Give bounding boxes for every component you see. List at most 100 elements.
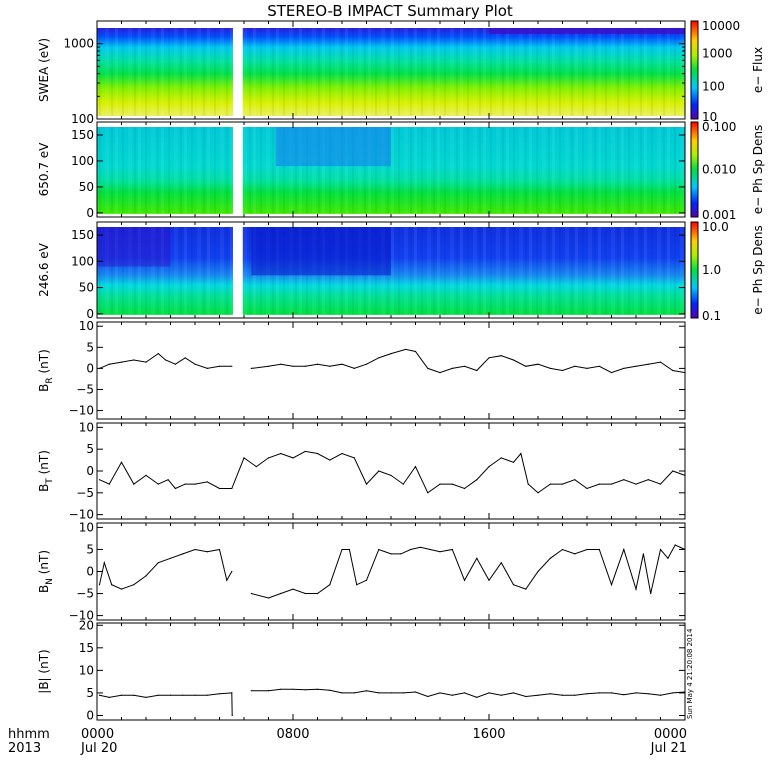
y-axis-label: |B| (nT) — [37, 649, 51, 693]
data-point — [145, 575, 147, 577]
data-point — [451, 367, 453, 369]
timestamp: Sun May 4 21:20:08 2014 — [686, 628, 694, 719]
data-point — [623, 479, 625, 481]
data-point — [231, 692, 233, 694]
y-tick-label: 10 — [79, 663, 94, 677]
y-axis-label: BR (nT) — [37, 349, 55, 392]
x-tick-date-label: Jul 21 — [650, 741, 687, 756]
data-point — [157, 483, 159, 485]
series-line — [99, 544, 686, 599]
y-axis-label: BT (nT) — [37, 450, 55, 492]
data-point — [476, 479, 478, 481]
data-point — [414, 350, 417, 353]
data-point — [623, 694, 625, 696]
data-point — [316, 592, 319, 595]
data-point — [267, 690, 270, 692]
data-point — [419, 546, 421, 548]
data-point — [427, 492, 429, 494]
y-axis-label: BN (nT) — [37, 550, 55, 593]
data-point — [635, 692, 637, 694]
data-point — [365, 579, 368, 581]
data-point — [111, 584, 113, 586]
data-point — [304, 689, 306, 691]
colorbar-2: 0.100 0.010 0.001 e− Ph Sp Dens — [690, 120, 765, 222]
data-point — [98, 479, 101, 481]
data-point — [378, 692, 380, 694]
data-point — [218, 693, 221, 695]
data-point — [218, 487, 221, 490]
data-point — [439, 483, 441, 485]
data-point — [635, 483, 637, 485]
x-tick-date-label: Jul 20 — [80, 741, 117, 756]
data-point — [98, 584, 101, 586]
panel-2: 0.100 0.010 0.001 e− Ph Sp Dens 0 50 100 150 650… — [37, 120, 765, 222]
data-point — [439, 692, 441, 694]
data-point — [598, 692, 600, 694]
data-point — [353, 457, 355, 459]
data-point — [329, 365, 331, 367]
data-point — [610, 372, 613, 374]
data-point — [194, 694, 196, 696]
panel-3: 10.0 1.0 0.1 e− Ph Sp Dens 0 50 100 150 246.6 eV — [37, 220, 765, 323]
y-axis-label-subscript: R — [45, 377, 55, 383]
y-tick-label: 10 — [79, 520, 94, 534]
data-point — [378, 357, 380, 359]
y-axis-label-subscript: T — [45, 478, 55, 485]
data-point — [120, 588, 123, 590]
data-point — [390, 553, 392, 555]
data-point — [598, 365, 600, 367]
colorbar-scale — [690, 20, 699, 120]
data-point — [378, 548, 380, 551]
data-point — [512, 584, 515, 586]
data-point — [586, 487, 588, 490]
x-axis-label-year: 2013 — [8, 741, 41, 756]
data-point — [231, 570, 233, 573]
data-point — [427, 695, 429, 698]
data-point — [561, 483, 564, 485]
data-point — [341, 363, 343, 365]
data-point — [356, 584, 358, 586]
panel-frame — [96, 321, 686, 420]
data-point — [316, 452, 319, 455]
data-point — [659, 694, 662, 696]
data-point — [267, 365, 270, 367]
y-axis-label-subscript: N — [45, 578, 55, 585]
data-point — [647, 363, 649, 365]
panel-4: −10 −5 0 5 10 BR (nT) — [37, 319, 686, 420]
y-tick-label: 0 — [86, 565, 94, 579]
data-point — [292, 588, 294, 590]
data-point — [439, 372, 441, 374]
data-point — [586, 367, 588, 369]
data-point — [659, 361, 662, 363]
data-point — [500, 457, 502, 459]
data-point — [194, 483, 196, 485]
data-point — [280, 592, 282, 595]
data-point — [184, 483, 186, 485]
colorbar-tick-label: 100 — [702, 79, 725, 93]
data-gap — [232, 222, 243, 318]
data-point — [206, 481, 208, 483]
data-point — [672, 692, 674, 694]
data-point — [642, 553, 645, 555]
data-point — [329, 584, 331, 586]
data-point — [667, 557, 669, 559]
data-point — [250, 592, 252, 595]
data-point — [316, 688, 319, 690]
data-point — [169, 557, 172, 559]
data-point — [316, 363, 319, 365]
y-tick-label: 0 — [86, 361, 94, 375]
data-point — [341, 452, 343, 455]
data-point — [574, 365, 576, 367]
y-tick-label: 5 — [86, 340, 94, 354]
y-tick-label: 1000 — [63, 37, 94, 51]
colorbar-1: 10000 1000 100 10 e− Flux — [690, 19, 765, 124]
data-point — [145, 361, 147, 363]
data-gap — [232, 21, 243, 119]
data-point — [451, 694, 453, 696]
colorbar-tick-label: 10 — [702, 110, 717, 124]
data-point — [463, 365, 466, 367]
data-point — [390, 474, 392, 476]
data-point — [488, 357, 490, 359]
data-point — [500, 694, 502, 696]
data-point — [451, 483, 453, 485]
